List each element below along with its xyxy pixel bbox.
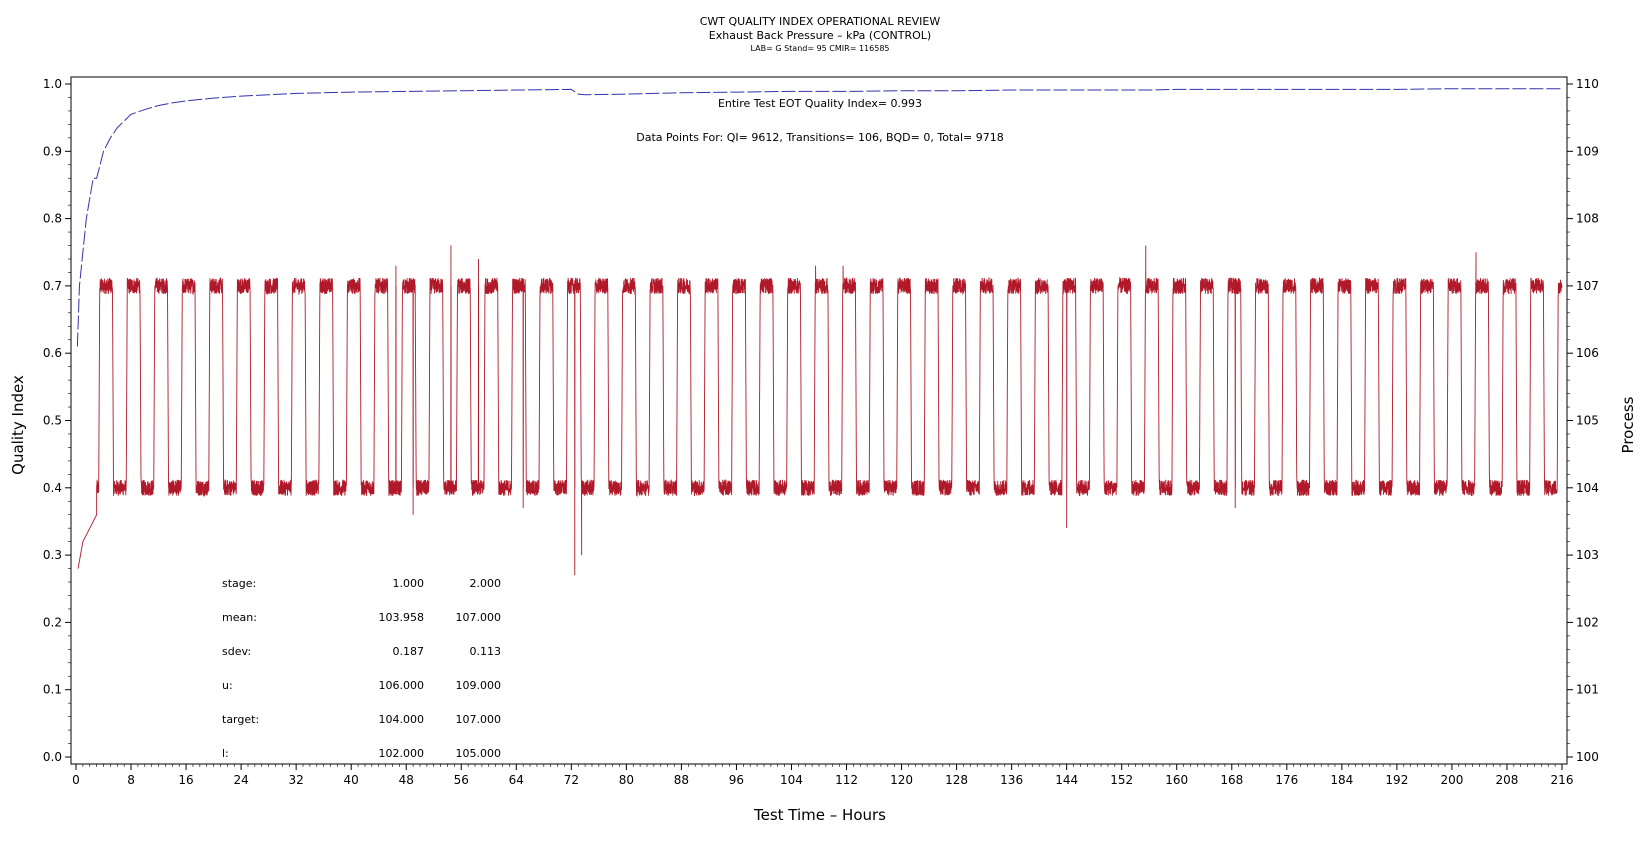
x-tick-label: 48 (399, 773, 414, 787)
plot-frame (70, 76, 1568, 765)
x-tick-label: 8 (127, 773, 135, 787)
y-left-tick-label: 0.9 (43, 144, 62, 158)
y-right-tick-label: 106 (1576, 346, 1599, 360)
stats-label: l: (222, 747, 229, 760)
x-tick-label: 200 (1440, 773, 1463, 787)
y-right-tick-label: 104 (1576, 481, 1599, 495)
y-axis-right: 100 101 102 103 104 105 106 107 108 109 110 (1567, 77, 1599, 764)
process-line (77, 245, 1563, 576)
x-tick-label: 112 (835, 773, 858, 787)
y-right-tick-label: 110 (1576, 77, 1599, 91)
stats-value-stage1: 1.000 (393, 577, 425, 590)
x-tick-label: 152 (1110, 773, 1133, 787)
stats-value-stage1: 103.958 (379, 611, 425, 624)
stats-label: sdev: (222, 645, 251, 658)
x-tick-label: 24 (233, 773, 248, 787)
y-right-tick-label: 103 (1576, 548, 1599, 562)
x-tick-label: 16 (178, 773, 193, 787)
stats-label: stage: (222, 577, 256, 590)
stats-table: stage: 1.000 2.000 mean: 103.958 107.000 sdev:… (222, 577, 501, 760)
x-tick-label: 184 (1330, 773, 1353, 787)
x-tick-label: 80 (619, 773, 634, 787)
x-tick-label: 96 (729, 773, 744, 787)
x-tick-label: 176 (1275, 773, 1298, 787)
y-left-tick-label: 0.4 (43, 481, 62, 495)
x-tick-label: 104 (780, 773, 803, 787)
stats-value-stage2: 107.000 (456, 611, 502, 624)
chart-title: CWT QUALITY INDEX OPERATIONAL REVIEW (700, 15, 941, 28)
x-tick-label: 64 (509, 773, 524, 787)
x-axis-label: Test Time – Hours (753, 806, 886, 824)
x-tick-label: 120 (890, 773, 913, 787)
y-left-tick-label: 0.7 (43, 279, 62, 293)
stats-value-stage1: 106.000 (379, 679, 425, 692)
y-left-tick-label: 0.0 (43, 750, 62, 764)
y-axis-left: 0.0 0.1 0.2 0.3 0.4 0.5 0.6 0.7 0.8 0.9 1.0 (43, 77, 71, 764)
chart-titles: CWT QUALITY INDEX OPERATIONAL REVIEW Exh… (700, 15, 941, 53)
data-points-annotation: Data Points For: QI= 9612, Transitions= … (636, 131, 1004, 144)
x-tick-label: 128 (945, 773, 968, 787)
stats-value-stage1: 104.000 (379, 713, 425, 726)
y-left-tick-label: 0.3 (43, 548, 62, 562)
x-tick-label: 56 (454, 773, 469, 787)
y-right-tick-label: 101 (1576, 683, 1599, 697)
y-right-tick-label: 100 (1576, 750, 1599, 764)
stats-value-stage2: 0.113 (470, 645, 502, 658)
y-left-tick-label: 0.2 (43, 615, 62, 629)
y-right-tick-label: 102 (1576, 615, 1599, 629)
stats-label: target: (222, 713, 259, 726)
y-right-tick-label: 105 (1576, 414, 1599, 428)
stats-value-stage2: 107.000 (456, 713, 502, 726)
stats-value-stage2: 2.000 (470, 577, 502, 590)
chart-subtitle: Exhaust Back Pressure – kPa (CONTROL) (709, 29, 931, 42)
y-right-tick-label: 107 (1576, 279, 1599, 293)
x-axis: 0 8 16 24 32 40 48 56 64 72 80 88 96 104 112 120 128 136 1… (72, 764, 1573, 787)
y-left-tick-label: 1.0 (43, 77, 62, 91)
x-tick-label: 192 (1385, 773, 1408, 787)
y-axis-left-label: Quality Index (9, 375, 27, 475)
x-tick-label: 144 (1055, 773, 1078, 787)
x-tick-label: 208 (1496, 773, 1519, 787)
y-axis-right-label: Process (1619, 396, 1637, 453)
x-tick-label: 72 (564, 773, 579, 787)
quality-index-line (76, 88, 1562, 347)
x-tick-label: 216 (1551, 773, 1574, 787)
x-tick-label: 160 (1165, 773, 1188, 787)
stats-value-stage1: 102.000 (379, 747, 425, 760)
x-tick-label: 168 (1220, 773, 1243, 787)
y-left-tick-label: 0.5 (43, 414, 62, 428)
stats-label: u: (222, 679, 233, 692)
x-tick-label: 40 (344, 773, 359, 787)
x-tick-label: 0 (72, 773, 80, 787)
x-tick-label: 32 (289, 773, 304, 787)
x-tick-label: 88 (674, 773, 689, 787)
process-series (77, 245, 1563, 576)
stats-label: mean: (222, 611, 257, 624)
chart-subtitle-lab: LAB= G Stand= 95 CMIR= 116585 (750, 44, 889, 53)
y-right-tick-label: 108 (1576, 212, 1599, 226)
y-left-tick-label: 0.1 (43, 683, 62, 697)
y-left-tick-label: 0.6 (43, 346, 62, 360)
quality-index-series (76, 88, 1562, 347)
eot-quality-index-annotation: Entire Test EOT Quality Index= 0.993 (718, 97, 922, 110)
stats-value-stage2: 105.000 (456, 747, 502, 760)
x-tick-label: 136 (1000, 773, 1023, 787)
plot-area (70, 76, 1568, 765)
y-right-tick-label: 109 (1576, 144, 1599, 158)
stats-value-stage1: 0.187 (393, 645, 425, 658)
stats-value-stage2: 109.000 (456, 679, 502, 692)
y-left-tick-label: 0.8 (43, 212, 62, 226)
